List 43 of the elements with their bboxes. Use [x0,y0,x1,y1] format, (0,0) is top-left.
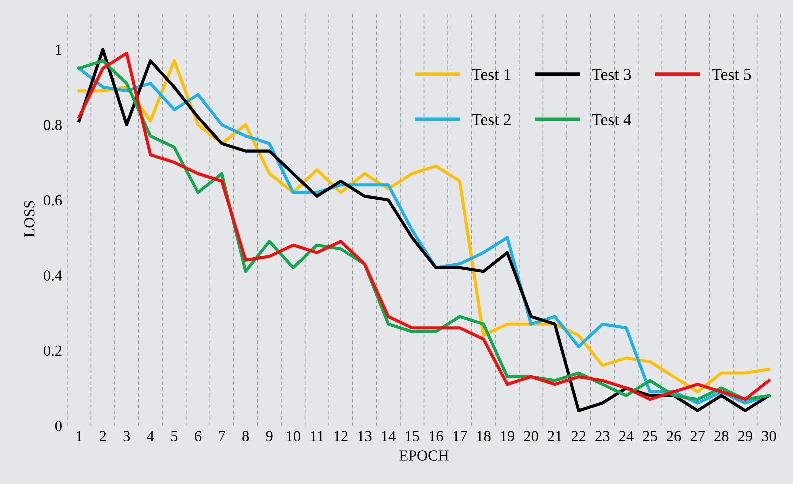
legend-label: Test 1 [472,69,511,80]
legend-label: Test 4 [592,114,632,126]
x-tick-label: 8 [242,431,250,442]
x-axis-title: EPOCH [400,450,449,461]
y-tick-label: 0.2 [44,346,62,356]
x-tick-label: 11 [311,431,324,442]
x-tick-label: 5 [172,431,178,442]
legend-label: Test 5 [712,69,752,80]
x-tick-label: 29 [738,431,752,442]
x-tick-label: 14 [382,431,396,442]
x-tick-label: 17 [454,431,468,442]
x-tick-label: 9 [266,431,273,442]
x-tick-label: 7 [219,431,226,442]
x-tick-label: 22 [572,431,586,442]
y-tick-label: 0.4 [44,270,62,281]
x-tick-label: 24 [620,431,634,442]
x-tick-label: 12 [334,431,348,442]
y-axis-title: LOSS [24,201,35,238]
x-tick-label: 4 [147,431,154,442]
x-tick-label: 26 [667,431,682,442]
x-tick-label: 10 [287,431,300,442]
x-tick-label: 13 [358,431,372,442]
x-tick-label: 18 [477,431,491,442]
y-tick-label: 0.8 [44,120,62,130]
x-tick-label: 30 [762,431,776,442]
y-tick-label: 0 [55,421,62,432]
x-tick-label: 20 [524,431,538,442]
x-tick-label: 16 [430,431,444,442]
x-tick-label: 1 [76,431,82,442]
x-tick-label: 27 [690,431,706,442]
x-tick-label: 23 [596,431,610,442]
legend-label: Test 3 [592,69,632,80]
x-tick-label: 3 [124,431,130,442]
x-tick-label: 21 [548,431,562,442]
y-tick-label: 1 [56,44,62,56]
x-tick-label: 15 [406,431,420,442]
x-tick-label: 6 [195,431,202,442]
x-tick-label: 19 [501,431,515,442]
x-tick-label: 25 [643,431,658,442]
legend-label: Test 2 [472,114,511,126]
x-tick-label: 28 [714,431,729,442]
x-tick-label: 2 [100,431,106,442]
y-tick-label: 0.6 [44,195,62,206]
